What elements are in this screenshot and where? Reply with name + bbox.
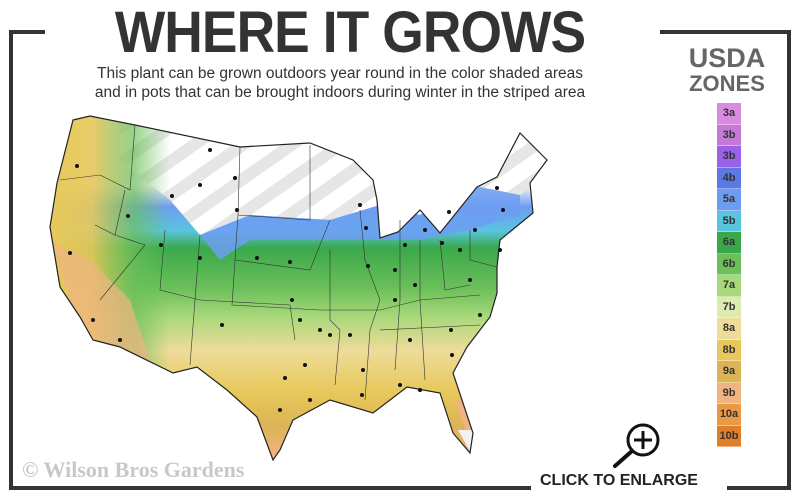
city-dot [278,408,282,412]
city-dot [360,393,364,397]
legend-zone-5a: 5a [717,189,741,211]
legend-zone-10b: 10b [717,425,741,447]
city-dot [403,243,407,247]
legend-zone-6b: 6b [717,253,741,275]
legend-zone-8b: 8b [717,339,741,361]
city-dot [348,333,352,337]
city-dot [366,264,370,268]
city-dot [358,203,362,207]
frame-bottom-right [727,486,791,490]
frame-right [787,30,791,490]
city-dot [208,148,212,152]
legend-zone-4b: 4b [717,167,741,189]
city-dot [288,260,292,264]
legend-title-line-2: ZONES [689,71,765,96]
city-dot [393,268,397,272]
city-dot [255,256,259,260]
legend-zone-7a: 7a [717,275,741,297]
city-dot [75,164,79,168]
legend-zone-6a: 6a [717,232,741,254]
city-dot [298,318,302,322]
city-dot [91,318,95,322]
state-borders [59,124,498,401]
zone-legend: 3a 3b 3b 4b 5a 5b 6a 6b 7a 7b 8a 8b 9a 9b 10a 10b [717,103,741,447]
city-dot [170,194,174,198]
city-dot [361,368,365,372]
legend-zone-10a: 10a [717,404,741,426]
frame-top-right [660,30,791,34]
subtitle-line-1: This plant can be grown outdoors year ro… [97,65,583,82]
subtitle-line-2: and in pots that can be brought indoors … [94,84,586,101]
city-dot [126,214,130,218]
city-dot [328,333,332,337]
city-dot [495,186,499,190]
page-title: WHERE IT GROWS [114,0,586,65]
subtitle: This plant can be grown outdoors year ro… [40,64,640,102]
city-dot [364,226,368,230]
city-dot [303,363,307,367]
city-dot [220,323,224,327]
city-dot [233,176,237,180]
city-dot [393,298,397,302]
city-dot [473,228,477,232]
city-dot [458,248,462,252]
frame-left [9,30,13,490]
city-dot [198,183,202,187]
city-dot [235,208,239,212]
city-dot [449,328,453,332]
city-dot [318,328,322,332]
legend-zone-3a: 3a [717,103,741,125]
frame-top-left [9,30,45,34]
legend-zone-5b: 5b [717,210,741,232]
city-dot [447,210,451,214]
city-dot [283,376,287,380]
city-dots [68,148,505,412]
city-dot [501,208,505,212]
click-to-enlarge-button[interactable]: CLICK TO ENLARGE [540,472,698,489]
city-dot [478,313,482,317]
city-dot [118,338,122,342]
legend-zone-3b: 3b [717,146,741,168]
city-dot [398,383,402,387]
city-dot [290,298,294,302]
legend-zone-7b: 7b [717,296,741,318]
legend-zone-9a: 9a [717,361,741,383]
legend-zone-9b: 9b [717,382,741,404]
copyright-watermark: © Wilson Bros Gardens [22,457,245,482]
city-dot [408,338,412,342]
legend-zone-3b: 3b [717,124,741,146]
legend-title-line-1: USDA [688,43,766,73]
city-dot [423,228,427,232]
city-dot [498,248,502,252]
city-dot [418,388,422,392]
legend-zone-8a: 8a [717,318,741,340]
city-dot [308,398,312,402]
city-dot [198,256,202,260]
city-dot [68,251,72,255]
frame-bottom-left [9,486,531,490]
city-dot [413,283,417,287]
legend-title: USDA ZONES [672,43,782,97]
city-dot [159,243,163,247]
city-dot [450,353,454,357]
city-dot [468,278,472,282]
zoom-in-magnifier-icon[interactable] [605,420,665,470]
city-dot [440,241,444,245]
